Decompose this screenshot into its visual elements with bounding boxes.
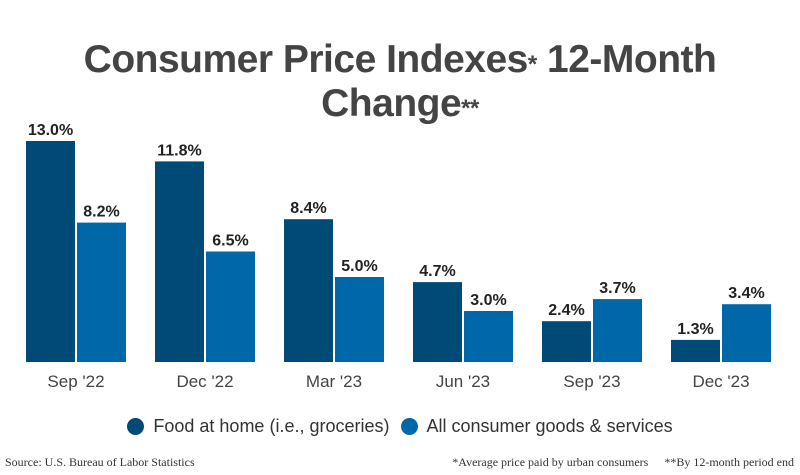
footnotes: *Average price paid by urban consumers **… [436,455,794,470]
bar-all-0 [77,222,126,362]
bar-food-0 [26,141,75,362]
x-tick-label: Dec '22 [176,372,233,391]
bar-all-2 [335,277,384,362]
data-label: 13.0% [28,122,73,139]
legend-dot-food [127,418,145,435]
data-label: 8.4% [290,200,326,217]
bar-chart: 13.0% 8.2% Sep '22 11.8% 6.5% Dec '22 8.4% 5.0%… [26,122,771,391]
data-label: 11.8% [157,142,201,159]
bar-all-3 [464,311,513,362]
bar-food-4 [542,321,591,362]
x-tick-label: Jun '23 [436,372,490,391]
data-label: 4.7% [419,263,455,280]
legend-item-food: Food at home (i.e., groceries) [127,416,389,437]
data-label: 2.4% [548,302,584,319]
data-label: 5.0% [341,258,377,275]
bar-food-2 [284,219,333,362]
bar-food-3 [413,282,462,362]
legend: Food at home (i.e., groceries) All consu… [0,416,800,440]
data-label: 3.7% [599,280,635,297]
legend-item-all: All consumer goods & services [400,416,673,437]
x-tick-label: Mar '23 [306,372,362,391]
footnote-1: *Average price paid by urban consumers [452,455,649,469]
data-label: 8.2% [83,204,119,221]
data-label: 6.5% [212,233,248,250]
bar-food-1 [155,161,204,362]
x-tick-label: Sep '22 [47,372,104,391]
data-label: 1.3% [677,321,713,338]
chart-title: Consumer Price Indexes* 12-Month Change*… [83,38,717,125]
legend-dot-all [400,418,418,435]
footnote-2: **By 12-month period end [664,455,794,469]
bar-all-5 [722,304,771,362]
bar-all-1 [206,251,255,362]
bar-all-4 [593,299,642,362]
x-tick-label: Sep '23 [563,372,620,391]
source-note: Source: U.S. Bureau of Labor Statistics [5,455,195,469]
bar-food-5 [671,339,720,362]
data-label: 3.0% [470,292,506,309]
data-label: 3.4% [728,285,764,302]
x-tick-label: Dec '23 [692,372,749,391]
